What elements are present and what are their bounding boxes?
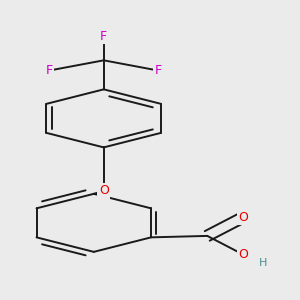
Text: H: H [259,259,268,269]
Text: F: F [46,64,53,77]
Text: F: F [100,30,107,43]
Text: F: F [154,64,161,77]
Text: O: O [99,184,109,197]
Text: O: O [239,211,249,224]
Text: O: O [239,248,249,261]
